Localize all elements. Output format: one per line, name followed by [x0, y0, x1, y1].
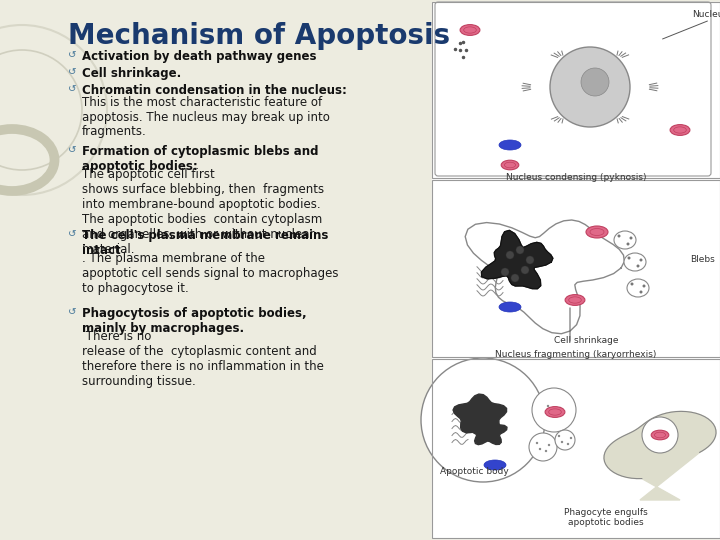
Ellipse shape — [614, 231, 636, 249]
Text: ↺: ↺ — [68, 229, 77, 239]
Text: ↺: ↺ — [68, 145, 77, 155]
Text: Nucleus condensing (pyknosis): Nucleus condensing (pyknosis) — [505, 173, 647, 182]
Text: Apoptotic body: Apoptotic body — [440, 467, 509, 476]
Circle shape — [545, 450, 547, 452]
Circle shape — [532, 388, 576, 432]
Polygon shape — [453, 394, 507, 433]
Circle shape — [548, 444, 550, 446]
Ellipse shape — [624, 253, 646, 271]
Bar — [432, 180, 720, 357]
Text: Chromatin condensation in the nucleus:: Chromatin condensation in the nucleus: — [82, 84, 347, 97]
Text: Blebs: Blebs — [690, 255, 715, 265]
Bar — [432, 2, 720, 178]
Text: Cell shrinkage: Cell shrinkage — [554, 336, 618, 345]
Circle shape — [550, 47, 630, 127]
Circle shape — [521, 266, 529, 274]
Circle shape — [501, 268, 509, 276]
Text: Mechanism of Apoptosis: Mechanism of Apoptosis — [68, 22, 450, 50]
Circle shape — [581, 68, 609, 96]
Text: There is no
release of the  cytoplasmic content and
therefore there is no inflam: There is no release of the cytoplasmic c… — [82, 330, 324, 388]
Circle shape — [618, 234, 621, 238]
Polygon shape — [482, 231, 553, 289]
Ellipse shape — [627, 279, 649, 297]
Circle shape — [546, 405, 549, 407]
Ellipse shape — [484, 460, 506, 470]
Ellipse shape — [499, 302, 521, 312]
Text: ↺: ↺ — [68, 67, 77, 77]
Polygon shape — [604, 411, 716, 500]
Text: Cell shrinkage.: Cell shrinkage. — [82, 67, 181, 80]
Bar — [432, 359, 720, 538]
Circle shape — [536, 442, 539, 444]
Ellipse shape — [499, 140, 521, 150]
Text: ↺: ↺ — [68, 50, 77, 60]
Ellipse shape — [545, 407, 565, 417]
Circle shape — [558, 435, 560, 437]
Circle shape — [639, 291, 642, 294]
Circle shape — [642, 285, 646, 287]
Bar — [432, 2, 720, 538]
Circle shape — [639, 259, 642, 261]
Text: Phagocyte engulfs
apoptotic bodies: Phagocyte engulfs apoptotic bodies — [564, 508, 648, 528]
Circle shape — [567, 443, 570, 445]
Circle shape — [636, 265, 639, 267]
Text: The apoptotic cell first
shows surface blebbing, then  fragments
into membrane-b: The apoptotic cell first shows surface b… — [82, 168, 324, 256]
Text: Activation by death pathway genes: Activation by death pathway genes — [82, 50, 317, 63]
Circle shape — [506, 251, 514, 259]
Text: ↺: ↺ — [68, 307, 77, 317]
Text: The cell's plasma membrane remains
intact: The cell's plasma membrane remains intac… — [82, 229, 328, 257]
Circle shape — [529, 433, 557, 461]
Circle shape — [642, 417, 678, 453]
Bar — [432, 180, 720, 357]
Circle shape — [421, 358, 545, 482]
Circle shape — [628, 256, 631, 260]
Ellipse shape — [565, 295, 585, 306]
Circle shape — [570, 437, 572, 439]
Bar — [432, 2, 720, 178]
Circle shape — [555, 430, 575, 450]
Circle shape — [539, 448, 541, 450]
Ellipse shape — [670, 125, 690, 136]
Text: Nucleus: Nucleus — [692, 10, 720, 19]
Ellipse shape — [651, 430, 669, 440]
Circle shape — [556, 413, 558, 415]
Text: This is the most characteristic feature of
apoptosis. The nucleus may break up i: This is the most characteristic feature … — [82, 96, 330, 138]
Polygon shape — [465, 220, 624, 334]
Circle shape — [511, 274, 519, 282]
Circle shape — [559, 407, 561, 409]
Circle shape — [550, 411, 552, 413]
Circle shape — [626, 242, 629, 246]
Circle shape — [631, 282, 634, 286]
Polygon shape — [469, 417, 507, 444]
Circle shape — [629, 237, 632, 240]
Circle shape — [526, 256, 534, 264]
Text: ↺: ↺ — [68, 84, 77, 94]
Ellipse shape — [460, 25, 480, 36]
Text: Phagocytosis of apoptotic bodies,
mainly by macrophages.: Phagocytosis of apoptotic bodies, mainly… — [82, 307, 307, 335]
Bar — [432, 359, 720, 538]
Circle shape — [561, 441, 563, 443]
Text: Formation of cytoplasmic blebs and
apoptotic bodies:: Formation of cytoplasmic blebs and apopt… — [82, 145, 318, 173]
Ellipse shape — [501, 160, 519, 170]
Ellipse shape — [586, 226, 608, 238]
FancyBboxPatch shape — [435, 2, 711, 176]
Text: Nucleus fragmenting (karyorrhexis): Nucleus fragmenting (karyorrhexis) — [495, 350, 657, 359]
Circle shape — [516, 246, 524, 254]
Text: . The plasma membrane of the
apoptotic cell sends signal to macrophages
to phago: . The plasma membrane of the apoptotic c… — [82, 252, 338, 295]
